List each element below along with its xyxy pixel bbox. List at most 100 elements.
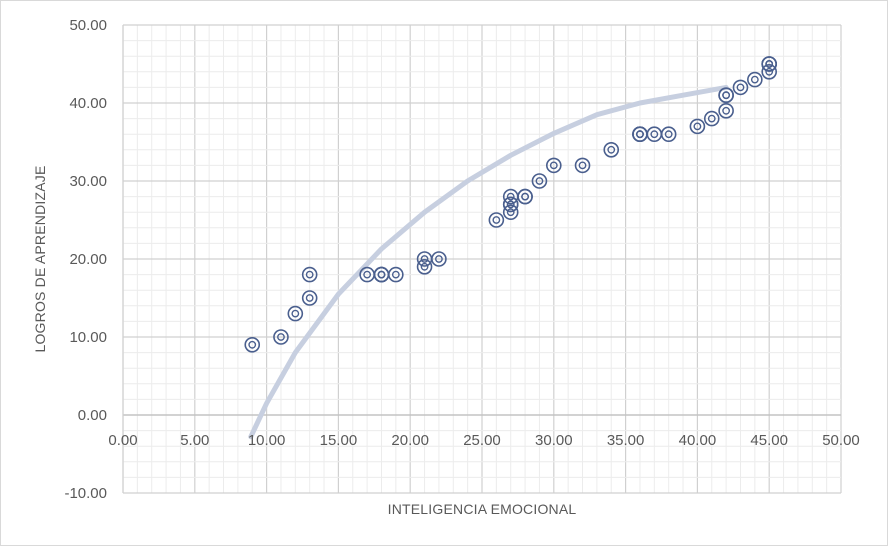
- point-inner-ring: [305, 270, 314, 279]
- data-point: [703, 110, 720, 127]
- tick-labels: 0.00 5.00 10.00 15.00 20.00 25.00 30.00 35.00 40…: [64, 17, 859, 502]
- data-point: [287, 305, 304, 322]
- x-tick-label: 40.00: [679, 432, 717, 449]
- point-inner-ring: [636, 130, 644, 139]
- data-point: [574, 157, 591, 174]
- data-point: [488, 212, 505, 228]
- x-tick-label: 35.00: [607, 432, 645, 449]
- x-tick-label: 10.00: [248, 432, 286, 449]
- y-tick-label: 10.00: [69, 329, 107, 346]
- y-tick-label: 30.00: [69, 173, 107, 190]
- point-inner-ring: [248, 340, 257, 349]
- point-outer-ring: [732, 79, 749, 96]
- point-outer-ring: [502, 196, 519, 213]
- point-inner-ring: [750, 75, 759, 84]
- data-point: [545, 157, 562, 174]
- point-outer-ring: [660, 126, 677, 142]
- data-point: [603, 142, 620, 158]
- point-inner-ring: [549, 161, 558, 170]
- point-inner-ring: [736, 83, 745, 92]
- point-inner-ring: [650, 130, 659, 139]
- trendline: [248, 84, 729, 440]
- point-inner-ring: [305, 294, 314, 302]
- x-tick-label: 5.00: [180, 432, 209, 449]
- point-outer-ring: [431, 251, 447, 267]
- y-tick-label: 50.00: [69, 17, 107, 34]
- point-inner-ring: [506, 208, 515, 217]
- data-point: [431, 251, 447, 267]
- data-point: [244, 336, 261, 353]
- data-point: [416, 258, 433, 275]
- point-outer-ring: [416, 258, 433, 275]
- point-outer-ring: [718, 87, 734, 103]
- point-inner-ring: [363, 270, 372, 279]
- data-point: [732, 79, 749, 96]
- point-inner-ring: [578, 161, 587, 170]
- data-point: [502, 204, 519, 220]
- point-outer-ring: [574, 157, 591, 174]
- point-inner-ring: [277, 333, 285, 341]
- point-outer-ring: [517, 188, 533, 205]
- data-point: [517, 188, 533, 205]
- point-outer-ring: [287, 305, 304, 322]
- point-outer-ring: [718, 103, 734, 119]
- point-outer-ring: [545, 157, 562, 174]
- point-outer-ring: [502, 204, 519, 220]
- point-inner-ring: [435, 255, 443, 263]
- point-inner-ring: [765, 60, 774, 68]
- data-point: [718, 87, 734, 103]
- point-outer-ring: [244, 336, 261, 353]
- data-point: [689, 118, 706, 135]
- data-point: [301, 290, 318, 306]
- trendline-group: [248, 84, 729, 440]
- x-tick-label: 0.00: [108, 432, 137, 449]
- x-tick-label: 50.00: [822, 432, 860, 449]
- data-point: [531, 173, 548, 189]
- point-outer-ring: [531, 173, 548, 189]
- point-inner-ring: [607, 145, 616, 154]
- point-outer-ring: [273, 329, 289, 345]
- point-outer-ring: [301, 266, 318, 283]
- data-points: [244, 56, 778, 353]
- point-inner-ring: [391, 270, 400, 279]
- point-inner-ring: [722, 91, 731, 100]
- point-inner-ring: [707, 114, 716, 123]
- x-tick-label: 45.00: [750, 432, 788, 449]
- point-outer-ring: [603, 142, 620, 158]
- point-inner-ring: [420, 262, 429, 271]
- point-inner-ring: [492, 216, 501, 224]
- point-outer-ring: [488, 212, 505, 228]
- y-tick-label: -10.00: [64, 485, 107, 502]
- x-tick-label: 15.00: [320, 432, 358, 449]
- data-point: [761, 64, 778, 80]
- point-outer-ring: [388, 266, 404, 283]
- data-point: [301, 266, 318, 283]
- point-inner-ring: [420, 255, 429, 263]
- point-inner-ring: [506, 192, 515, 201]
- data-point: [718, 103, 734, 119]
- data-point: [761, 56, 778, 72]
- data-point: [502, 196, 519, 213]
- point-inner-ring: [521, 192, 529, 201]
- data-point: [660, 126, 677, 142]
- point-inner-ring: [664, 130, 673, 139]
- point-inner-ring: [722, 106, 731, 115]
- x-tick-label: 30.00: [535, 432, 573, 449]
- point-inner-ring: [693, 122, 702, 131]
- point-outer-ring: [703, 110, 720, 127]
- data-point: [388, 266, 404, 283]
- point-inner-ring: [535, 177, 544, 185]
- point-inner-ring: [377, 270, 386, 279]
- point-inner-ring: [291, 309, 300, 318]
- data-point: [747, 71, 763, 88]
- point-inner-ring: [506, 200, 515, 209]
- y-tick-label: 40.00: [69, 95, 107, 112]
- x-tick-label: 25.00: [463, 432, 501, 449]
- x-tick-label: 20.00: [391, 432, 429, 449]
- point-outer-ring: [747, 71, 763, 88]
- grid: [122, 24, 842, 494]
- y-axis-title: LOGROS DE APRENDIZAJE: [32, 165, 48, 352]
- y-tick-label: 20.00: [69, 251, 107, 268]
